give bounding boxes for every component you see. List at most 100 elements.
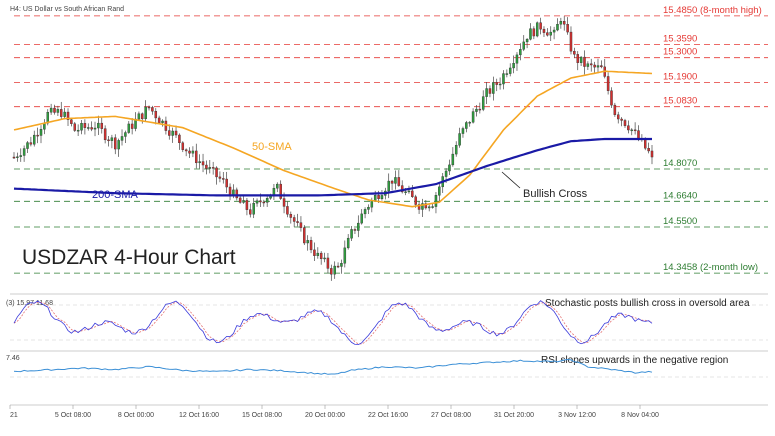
candle-body (309, 240, 313, 251)
candle-body (549, 31, 552, 36)
candle-body (546, 32, 549, 36)
candles-layer (12, 16, 654, 281)
candle-body (265, 198, 269, 203)
candle-body (468, 122, 471, 124)
candle-body (276, 183, 279, 189)
candle-body (238, 197, 242, 203)
candle-body (610, 90, 613, 106)
candle-body (242, 200, 245, 203)
candle-body (630, 129, 633, 132)
x-tick-label: 20 Oct 00:00 (305, 412, 345, 419)
candle-body (343, 247, 347, 264)
candle-body (198, 161, 201, 164)
candle-body (478, 108, 482, 111)
candle-body (620, 118, 623, 121)
candle-body (377, 195, 380, 200)
sma-line-200-sma (13, 137, 652, 197)
stoch-d-line (13, 301, 653, 345)
candle-body (583, 56, 586, 67)
candle-body (306, 240, 309, 244)
candle-body (535, 22, 539, 37)
candle-body (279, 183, 282, 199)
candle-body (481, 96, 485, 110)
candle-body (208, 167, 212, 169)
candle-body (66, 111, 70, 120)
level-label: 15.3000 (663, 47, 697, 58)
candle-body (465, 122, 468, 129)
candle-body (249, 209, 252, 215)
level-label: 15.4850 (8-month high) (663, 5, 762, 16)
candle-body (512, 63, 515, 69)
candle-body (103, 128, 107, 141)
candle-body (218, 176, 222, 179)
candle-body (205, 164, 208, 169)
candle-body (336, 265, 340, 268)
candle-body (107, 139, 110, 142)
candle-body (492, 82, 495, 94)
candle-body (421, 203, 424, 210)
candle-body (552, 29, 556, 33)
candle-body (451, 153, 455, 166)
candle-body (319, 252, 323, 260)
x-tick-label: 8 Oct 00:00 (118, 412, 154, 419)
bullish-cross-annotation: Bullish Cross (523, 188, 588, 200)
candle-body (387, 180, 390, 192)
candle-body (33, 134, 36, 145)
candle-body (650, 150, 654, 158)
candle-body (623, 120, 627, 126)
candle-body (529, 28, 532, 40)
candle-body (505, 73, 509, 75)
candle-body (154, 111, 158, 119)
candle-body (444, 170, 448, 177)
candle-body (245, 200, 249, 210)
rsi-header: 7.46 (6, 355, 20, 362)
candle-body (70, 119, 73, 124)
candle-body (367, 206, 370, 210)
candle-body (26, 142, 29, 149)
candle-body (144, 106, 147, 120)
rsi-panel: 7.46 RSI slopes upwards in the negative r… (6, 350, 768, 378)
candle-body (137, 113, 141, 120)
candle-body (333, 265, 336, 275)
candle-body (326, 257, 330, 269)
candle-body (29, 142, 33, 145)
candle-body (22, 148, 26, 156)
candle-body (461, 128, 465, 134)
level-label: 14.5500 (663, 216, 697, 227)
candle-body (525, 39, 529, 43)
candle-body (63, 111, 66, 117)
candle-body (188, 150, 191, 154)
candle-body (46, 111, 50, 124)
sma-line-50-sma (13, 70, 653, 208)
candle-body (259, 200, 262, 203)
candle-body (502, 73, 505, 85)
sma-layer (13, 70, 653, 208)
candle-body (39, 129, 43, 136)
candle-body (157, 117, 161, 123)
level-label: 14.8070 (663, 158, 697, 169)
candle-body (647, 147, 650, 152)
level-label: 15.1900 (663, 72, 697, 83)
candle-body (174, 130, 178, 136)
candle-body (53, 107, 56, 113)
candle-body (454, 145, 458, 155)
candle-body (141, 113, 144, 120)
sma200-annotation: 200-SMA (92, 189, 139, 201)
candle-body (407, 190, 411, 193)
candle-body (184, 149, 188, 152)
candle-body (400, 185, 404, 193)
x-tick-label: 5 Oct 08:00 (55, 412, 91, 419)
candle-body (73, 123, 77, 131)
candle-body (60, 109, 63, 117)
candle-body (434, 195, 438, 207)
candle-body (286, 206, 289, 215)
candle-body (488, 88, 492, 94)
x-tick-label: 31 Oct 20:00 (494, 412, 534, 419)
candle-body (12, 156, 16, 159)
candle-body (181, 142, 185, 150)
candle-body (110, 137, 114, 141)
candle-body (637, 130, 640, 140)
candle-body (542, 28, 546, 33)
